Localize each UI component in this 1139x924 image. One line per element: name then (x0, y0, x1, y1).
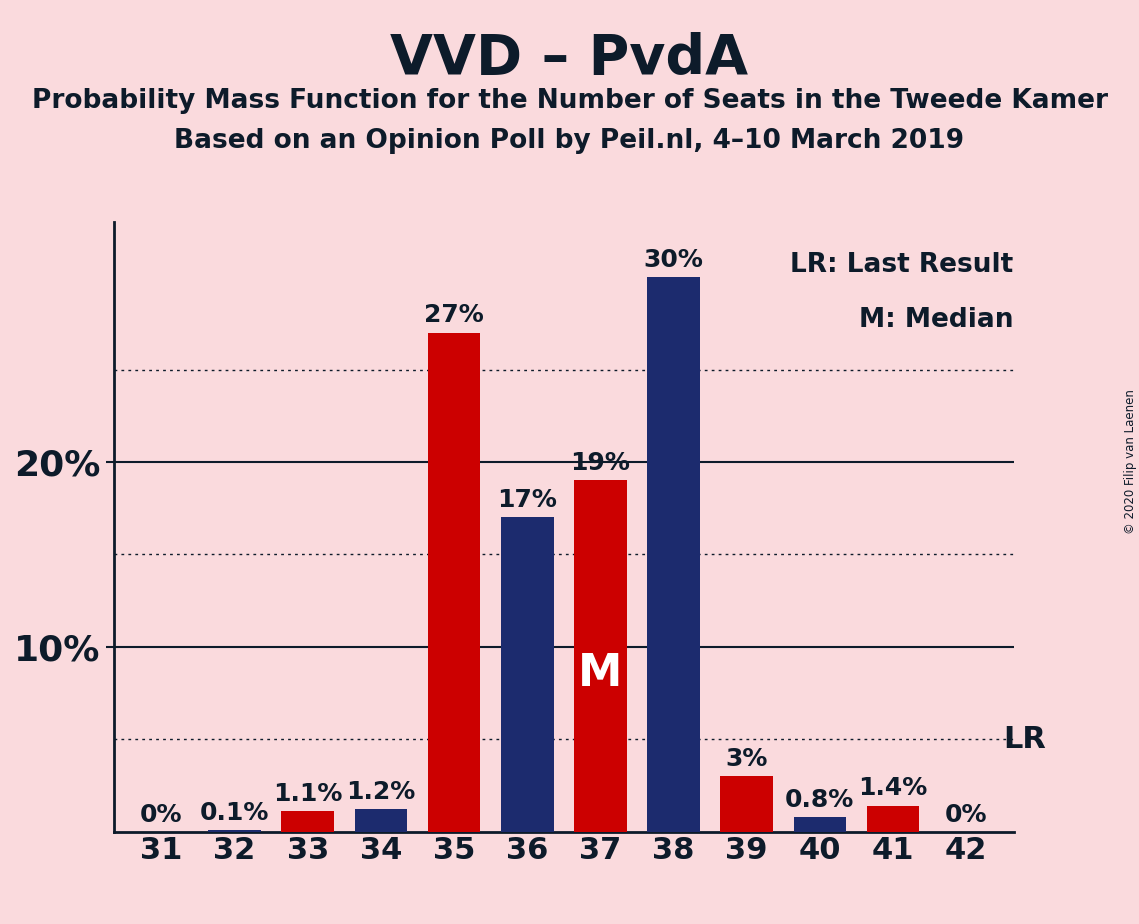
Text: 17%: 17% (498, 488, 557, 512)
Text: 3%: 3% (726, 747, 768, 771)
Text: LR: Last Result: LR: Last Result (790, 252, 1014, 278)
Text: 19%: 19% (571, 451, 630, 475)
Text: © 2020 Filip van Laenen: © 2020 Filip van Laenen (1124, 390, 1137, 534)
Text: VVD – PvdA: VVD – PvdA (391, 32, 748, 86)
Text: Probability Mass Function for the Number of Seats in the Tweede Kamer: Probability Mass Function for the Number… (32, 88, 1107, 114)
Bar (428, 333, 481, 832)
Bar (281, 811, 334, 832)
Text: 0.8%: 0.8% (785, 788, 854, 812)
Text: 27%: 27% (424, 303, 484, 327)
Text: M: M (579, 652, 623, 695)
Bar (794, 817, 846, 832)
Text: 1.1%: 1.1% (273, 782, 343, 806)
Text: 0%: 0% (140, 803, 182, 827)
Text: 1.2%: 1.2% (346, 780, 416, 804)
Bar (720, 776, 773, 832)
Text: 1.4%: 1.4% (859, 776, 927, 800)
Text: 0%: 0% (945, 803, 988, 827)
Text: 0.1%: 0.1% (200, 801, 269, 825)
Bar (647, 277, 699, 832)
Bar (574, 480, 626, 832)
Bar (867, 806, 919, 832)
Bar (208, 830, 261, 832)
Text: 30%: 30% (644, 248, 704, 272)
Text: Based on an Opinion Poll by Peil.nl, 4–10 March 2019: Based on an Opinion Poll by Peil.nl, 4–1… (174, 128, 965, 153)
Text: M: Median: M: Median (859, 307, 1014, 334)
Text: LR: LR (1003, 724, 1047, 754)
Bar (501, 517, 554, 832)
Bar (354, 809, 408, 832)
